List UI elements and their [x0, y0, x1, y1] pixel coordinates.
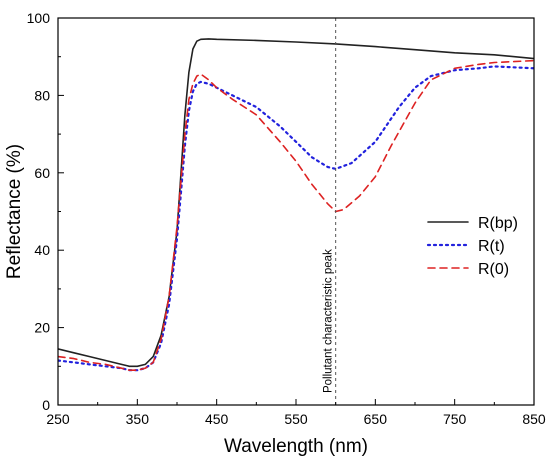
- series-layer: [58, 38, 534, 372]
- x-tick-label: 750: [443, 411, 467, 427]
- y-tick-label: 80: [34, 87, 50, 103]
- x-tick-label: 450: [205, 411, 229, 427]
- y-tick-label: 20: [34, 320, 50, 336]
- legend: R(bp) R(t) R(0): [426, 215, 518, 278]
- series-line-2: [58, 65, 534, 372]
- x-tick-label: 850: [522, 411, 546, 427]
- legend-label-3: R(0): [478, 261, 509, 278]
- annotation-layer: Pollutant characteristic peak: [323, 18, 337, 405]
- legend-label-2: R(t): [478, 238, 505, 255]
- y-tick-label: 40: [34, 242, 50, 258]
- y-tick-label: 100: [27, 10, 51, 26]
- series-line-3: [58, 59, 534, 372]
- annotation-text: Pollutant characteristic peak: [323, 249, 335, 393]
- y-tick-label: 0: [42, 397, 50, 413]
- x-tick-label: 650: [364, 411, 388, 427]
- y-tick-label: 60: [34, 165, 50, 181]
- x-tick-label: 550: [284, 411, 308, 427]
- x-tick-label: 350: [126, 411, 150, 427]
- series-line-1: [58, 38, 534, 368]
- plot-frame: [57, 17, 535, 406]
- x-tick-label: 250: [46, 411, 70, 427]
- ticks-layer: 250 350 450 550 650 750 850 0 20 40 60 80 100: [27, 10, 546, 427]
- y-axis-title: Reflectance (%): [4, 144, 25, 279]
- x-axis-title: Wavelength (nm): [224, 436, 368, 457]
- legend-label-1: R(bp): [478, 215, 518, 232]
